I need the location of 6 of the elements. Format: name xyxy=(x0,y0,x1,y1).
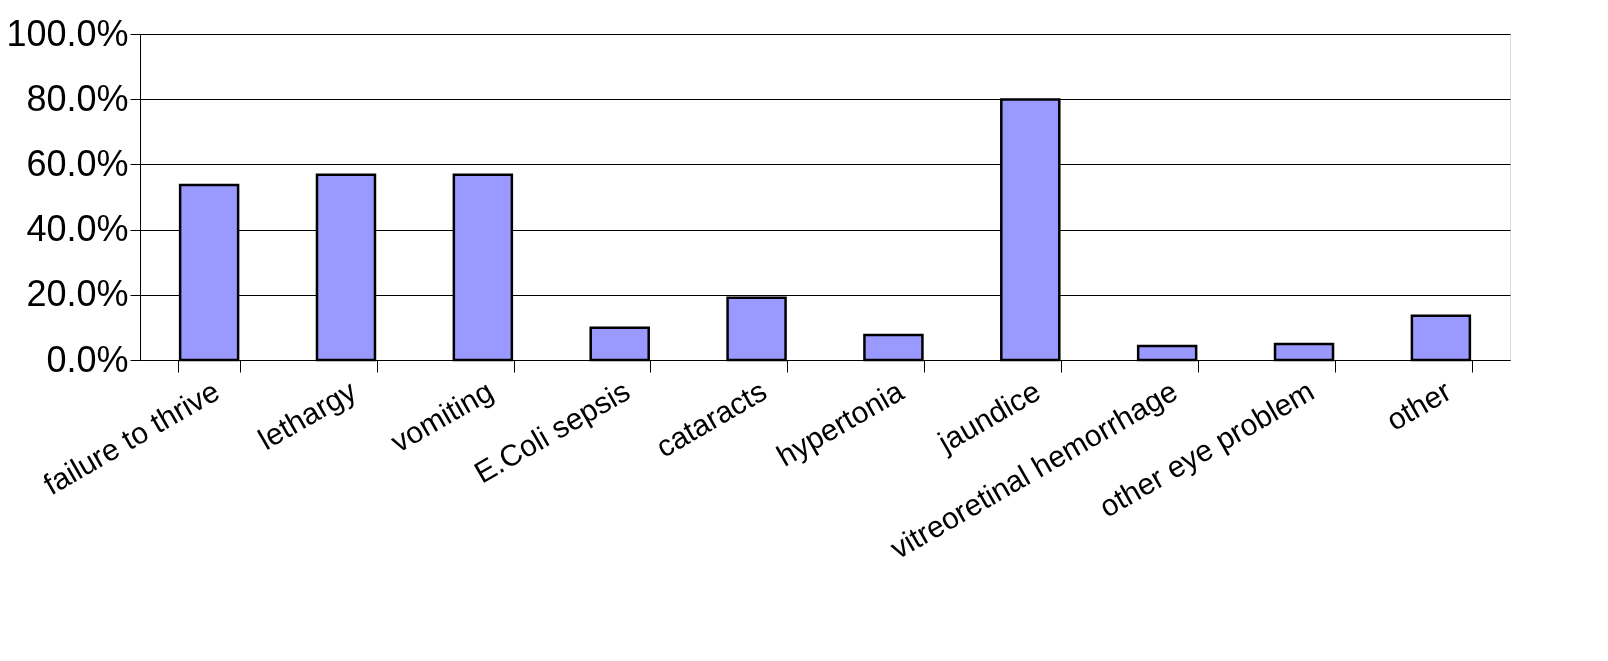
y-tick-label: 20.0% xyxy=(26,273,129,315)
y-tick-label: 80.0% xyxy=(26,77,129,119)
y-tick-label: 100.0% xyxy=(6,12,129,54)
y-tick-label: 40.0% xyxy=(26,208,129,250)
y-tick-label: 60.0% xyxy=(26,142,129,184)
x-tick-label: other xyxy=(1380,373,1457,437)
